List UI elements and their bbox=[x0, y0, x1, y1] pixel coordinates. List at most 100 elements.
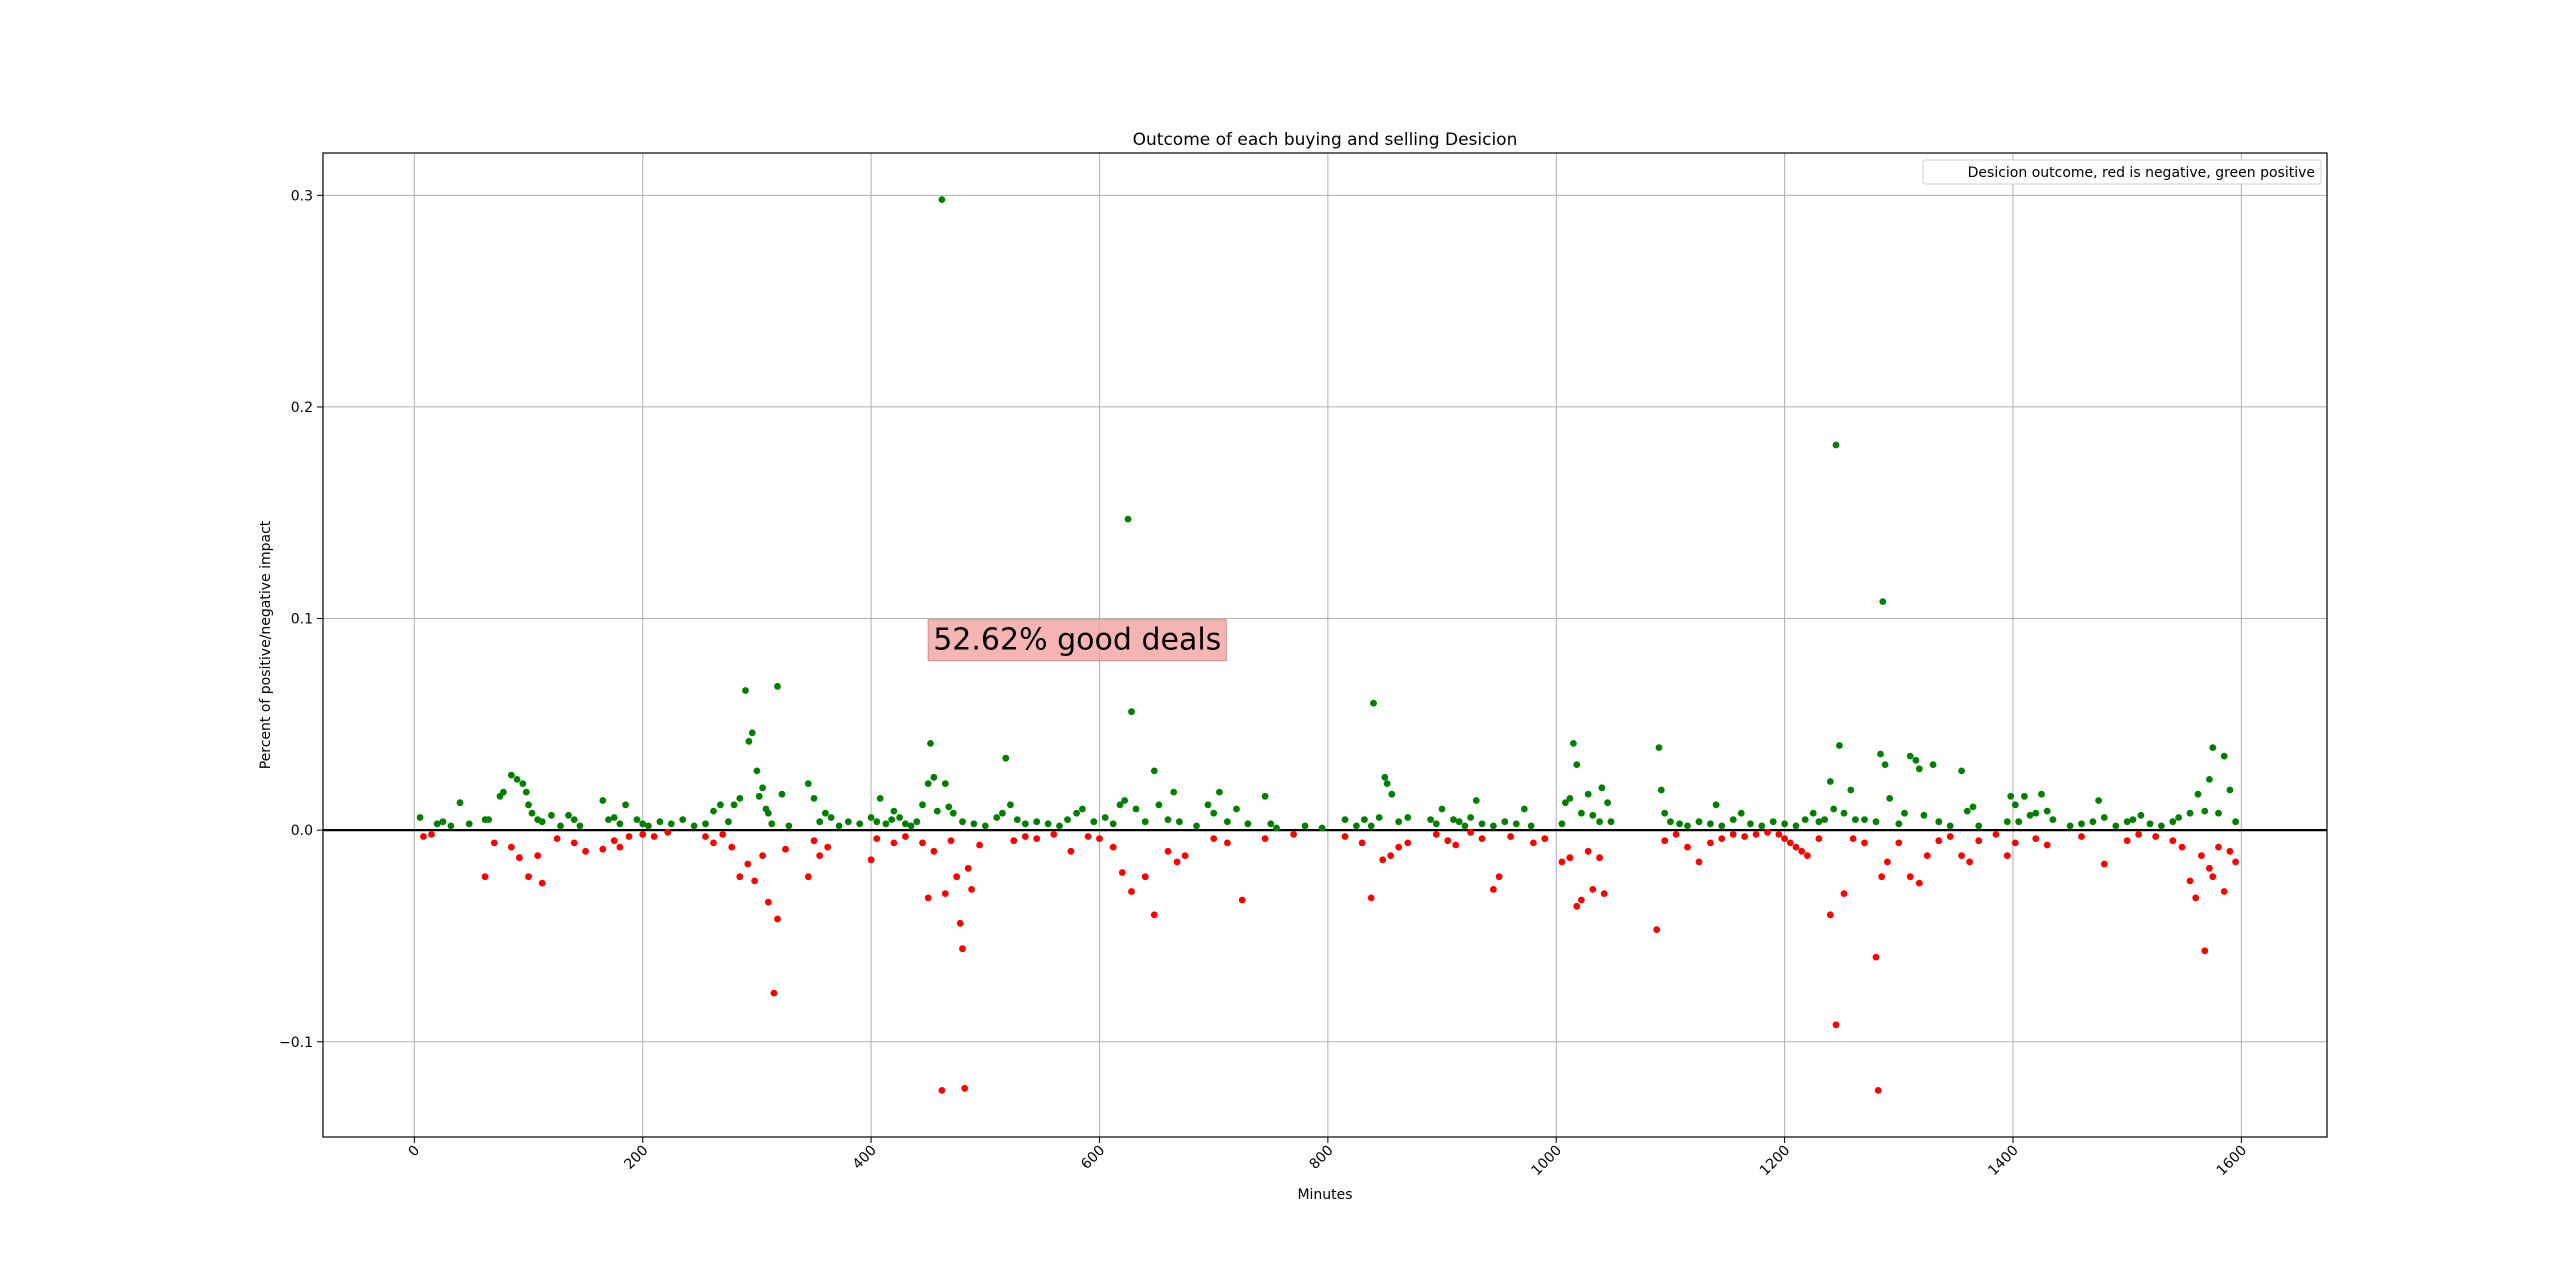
positive-point bbox=[433, 820, 441, 828]
positive-point bbox=[679, 816, 687, 823]
positive-point bbox=[1164, 816, 1172, 823]
positive-point bbox=[1267, 820, 1275, 828]
positive-point bbox=[1589, 811, 1597, 819]
negative-point bbox=[664, 828, 672, 836]
y-tick-label: 0.1 bbox=[291, 612, 313, 628]
positive-point bbox=[525, 801, 532, 809]
negative-point bbox=[1684, 843, 1691, 851]
positive-point bbox=[981, 822, 989, 830]
negative-point bbox=[1707, 839, 1714, 847]
positive-point bbox=[949, 809, 957, 817]
positive-point bbox=[656, 818, 664, 826]
positive-point bbox=[941, 780, 949, 787]
positive-point bbox=[1562, 799, 1569, 807]
positive-point bbox=[924, 780, 932, 787]
negative-point bbox=[508, 843, 515, 851]
positive-point bbox=[2003, 818, 2011, 826]
negative-point bbox=[1367, 894, 1375, 902]
positive-point bbox=[2007, 792, 2015, 800]
negative-point bbox=[816, 852, 824, 859]
positive-point bbox=[456, 799, 464, 807]
negative-point bbox=[2152, 833, 2160, 840]
positive-point bbox=[1712, 801, 1720, 809]
positive-point bbox=[1915, 765, 1923, 773]
y-axis-ticks: −0.1 0.0 0.1 0.2 0.3 bbox=[279, 188, 323, 1051]
negative-point bbox=[1141, 873, 1149, 881]
positive-point bbox=[1101, 814, 1109, 821]
positive-point bbox=[1906, 752, 1914, 760]
negative-point bbox=[2198, 852, 2205, 859]
positive-point bbox=[2206, 776, 2213, 783]
negative-point bbox=[1596, 854, 1603, 862]
positive-point bbox=[2015, 818, 2023, 826]
negative-point bbox=[1946, 833, 1954, 840]
negative-point bbox=[710, 839, 717, 847]
positive-point bbox=[2026, 811, 2034, 819]
positive-point bbox=[1584, 790, 1592, 798]
negative-point bbox=[1507, 833, 1514, 840]
negative-point bbox=[1872, 953, 1880, 961]
negative-point bbox=[1379, 856, 1387, 864]
positive-point bbox=[1427, 816, 1434, 823]
positive-point bbox=[1079, 805, 1086, 813]
positive-point bbox=[2043, 807, 2051, 815]
negative-point bbox=[1050, 831, 1058, 838]
positive-point bbox=[890, 807, 898, 815]
negative-point bbox=[890, 839, 898, 847]
negative-point bbox=[976, 841, 983, 849]
negative-point bbox=[764, 898, 772, 906]
positive-point bbox=[1879, 598, 1887, 605]
negative-point bbox=[2135, 831, 2143, 838]
positive-point bbox=[2169, 818, 2177, 826]
positive-point bbox=[759, 784, 766, 792]
positive-point bbox=[827, 814, 835, 821]
positive-point bbox=[2186, 809, 2194, 817]
positive-point bbox=[867, 814, 875, 821]
positive-point bbox=[778, 790, 786, 798]
positive-point bbox=[548, 811, 555, 819]
negative-point bbox=[481, 873, 489, 881]
negative-point bbox=[1150, 911, 1158, 919]
negative-point bbox=[1467, 828, 1474, 836]
positive-point bbox=[2021, 792, 2028, 800]
negative-point bbox=[610, 837, 618, 845]
positive-point bbox=[538, 818, 546, 826]
positive-point bbox=[856, 820, 864, 828]
positive-point bbox=[1920, 811, 1928, 819]
negative-point bbox=[1874, 1087, 1882, 1094]
negative-point bbox=[1764, 828, 1771, 836]
positive-point bbox=[1478, 820, 1486, 828]
negative-point bbox=[1452, 841, 1460, 849]
negative-point bbox=[1404, 839, 1412, 847]
negative-point bbox=[1786, 839, 1794, 847]
positive-point bbox=[1381, 773, 1389, 781]
positive-point bbox=[2011, 801, 2019, 809]
negative-point bbox=[2226, 847, 2234, 855]
positive-point bbox=[2100, 814, 2108, 821]
x-axis-label: Minutes bbox=[1297, 1187, 1352, 1203]
negative-point bbox=[804, 873, 812, 881]
negative-point bbox=[538, 879, 546, 887]
positive-point bbox=[1318, 824, 1326, 832]
legend: Desicion outcome, red is negative, green… bbox=[1922, 159, 2322, 185]
positive-point bbox=[1395, 818, 1403, 826]
positive-point bbox=[1747, 820, 1754, 828]
positive-point bbox=[1193, 822, 1200, 830]
positive-point bbox=[844, 818, 852, 826]
positive-point bbox=[1578, 809, 1585, 817]
negative-point bbox=[759, 852, 766, 859]
negative-point bbox=[1752, 831, 1760, 838]
positive-point bbox=[933, 807, 941, 815]
positive-point bbox=[1684, 822, 1691, 830]
positive-point bbox=[2038, 790, 2045, 798]
negative-point bbox=[1033, 835, 1041, 842]
negative-point bbox=[824, 843, 832, 851]
positive-point bbox=[1301, 822, 1309, 830]
negative-point bbox=[1775, 831, 1783, 838]
positive-point bbox=[465, 820, 473, 828]
negative-point bbox=[774, 915, 781, 923]
positive-point bbox=[1450, 816, 1457, 823]
positive-point bbox=[1132, 805, 1140, 813]
